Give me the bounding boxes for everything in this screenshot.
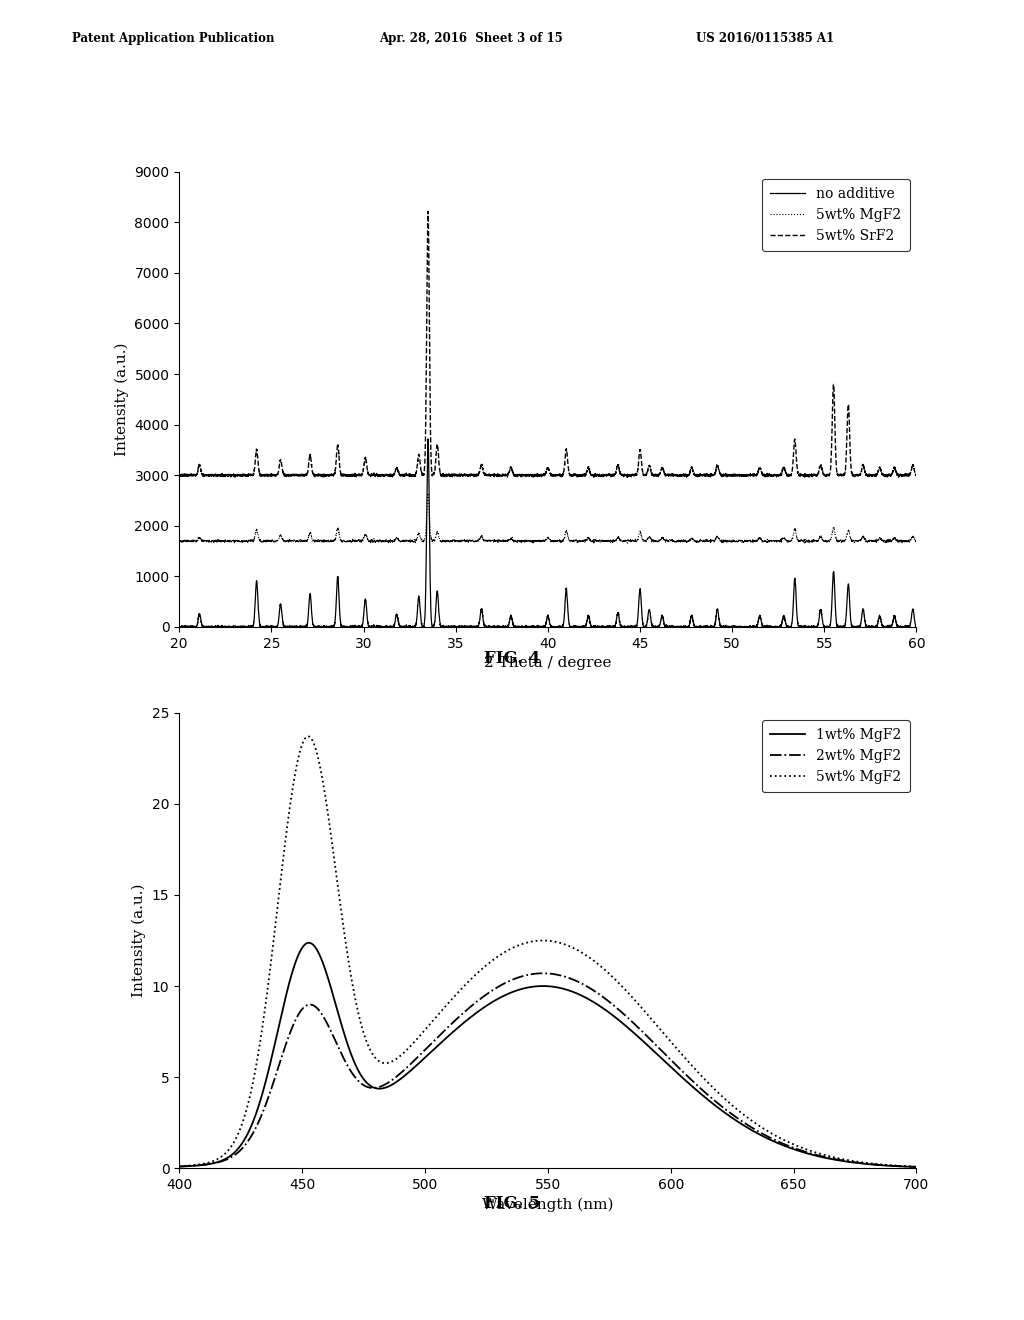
5wt% MgF2 [173, 1158, 185, 1173]
Line: 5wt% SrF2: 5wt% SrF2 [179, 211, 916, 478]
5wt% MgF2 [622, 535, 634, 550]
1wt% MgF2 [515, 981, 527, 997]
2wt% MgF2 [230, 1146, 243, 1162]
2wt% MgF2 [173, 1159, 185, 1175]
1wt% MgF2 [910, 1159, 923, 1175]
1wt% MgF2 [230, 1143, 243, 1159]
5wt% SrF2 [173, 466, 185, 482]
Text: FIG. 4: FIG. 4 [484, 649, 540, 667]
2wt% MgF2 [485, 982, 498, 998]
5wt% MgF2 [302, 729, 314, 744]
5wt% MgF2 [422, 486, 434, 502]
5wt% MgF2 [515, 936, 527, 952]
2wt% MgF2 [593, 986, 605, 1002]
2wt% MgF2 [514, 969, 526, 985]
no additive [910, 618, 923, 634]
Line: 1wt% MgF2: 1wt% MgF2 [179, 942, 916, 1167]
5wt% MgF2 [502, 942, 514, 958]
5wt% SrF2 [910, 466, 923, 482]
5wt% MgF2 [352, 532, 365, 548]
5wt% MgF2 [260, 991, 272, 1007]
5wt% MgF2 [593, 957, 605, 973]
5wt% SrF2 [348, 466, 360, 482]
1wt% MgF2 [502, 986, 514, 1002]
no additive [452, 619, 464, 635]
Line: no additive: no additive [179, 440, 916, 627]
5wt% SrF2 [344, 466, 356, 482]
X-axis label: Wavelength (nm): Wavelength (nm) [482, 1197, 613, 1212]
1wt% MgF2 [593, 998, 605, 1014]
no additive [173, 619, 185, 635]
no additive [348, 619, 360, 635]
Line: 5wt% MgF2: 5wt% MgF2 [179, 494, 916, 543]
5wt% MgF2 [173, 532, 185, 548]
5wt% SrF2 [622, 470, 634, 486]
1wt% MgF2 [260, 1072, 272, 1088]
Line: 2wt% MgF2: 2wt% MgF2 [179, 973, 916, 1167]
5wt% MgF2 [486, 953, 499, 969]
Line: 5wt% MgF2: 5wt% MgF2 [179, 737, 916, 1167]
no additive [904, 614, 916, 630]
2wt% MgF2 [501, 974, 513, 990]
5wt% SrF2 [352, 466, 365, 482]
Text: FIG. 5: FIG. 5 [484, 1195, 540, 1212]
1wt% MgF2 [303, 935, 315, 950]
no additive [504, 611, 516, 627]
5wt% SrF2 [422, 203, 434, 219]
5wt% MgF2 [910, 1159, 923, 1175]
5wt% MgF2 [348, 532, 360, 548]
5wt% SrF2 [451, 469, 463, 484]
5wt% MgF2 [904, 532, 916, 548]
1wt% MgF2 [486, 994, 499, 1010]
no additive [352, 619, 365, 635]
no additive [173, 618, 185, 634]
Text: Apr. 28, 2016  Sheet 3 of 15: Apr. 28, 2016 Sheet 3 of 15 [379, 32, 562, 45]
5wt% SrF2 [904, 465, 916, 480]
5wt% SrF2 [504, 462, 516, 478]
Legend: no additive, 5wt% MgF2, 5wt% SrF2: no additive, 5wt% MgF2, 5wt% SrF2 [762, 178, 909, 251]
5wt% MgF2 [230, 1130, 243, 1146]
Y-axis label: Intensity (a.u.): Intensity (a.u.) [115, 343, 129, 455]
Text: Patent Application Publication: Patent Application Publication [72, 32, 274, 45]
5wt% MgF2 [451, 533, 463, 549]
Legend: 1wt% MgF2, 2wt% MgF2, 5wt% MgF2: 1wt% MgF2, 2wt% MgF2, 5wt% MgF2 [762, 719, 909, 792]
5wt% MgF2 [344, 532, 356, 548]
Text: US 2016/0115385 A1: US 2016/0115385 A1 [696, 32, 835, 45]
2wt% MgF2 [260, 1096, 272, 1111]
no additive [344, 619, 356, 635]
5wt% MgF2 [910, 532, 923, 548]
X-axis label: 2 Theta / degree: 2 Theta / degree [484, 656, 611, 671]
5wt% MgF2 [504, 531, 516, 546]
2wt% MgF2 [910, 1159, 923, 1175]
2wt% MgF2 [537, 965, 549, 981]
no additive [422, 432, 434, 447]
1wt% MgF2 [173, 1159, 185, 1175]
Y-axis label: Intensity (a.u.): Intensity (a.u.) [132, 884, 146, 997]
